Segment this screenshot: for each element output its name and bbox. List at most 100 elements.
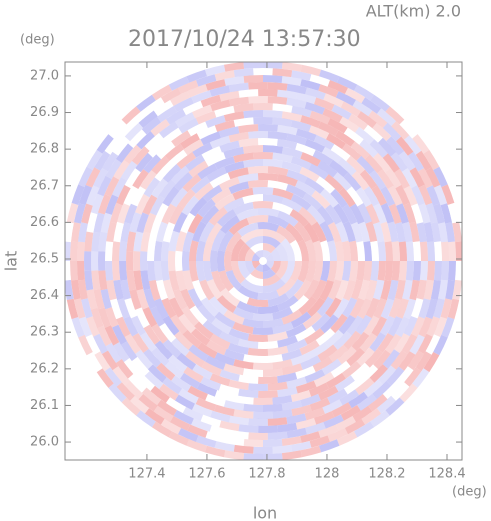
echo-cell (219, 140, 240, 153)
echo-cell (295, 142, 316, 157)
echo-cell (251, 253, 261, 261)
echo-cell (157, 399, 177, 416)
echo-cell (142, 194, 158, 215)
echo-cell (298, 206, 318, 226)
echo-cell (133, 231, 144, 252)
echo-cell (144, 97, 165, 114)
y-tick-label: 26.0 (30, 435, 59, 450)
echo-cell (382, 380, 402, 400)
y-tick-label: 27.0 (30, 68, 59, 83)
echo-cell (314, 97, 335, 111)
echo-cell (200, 94, 222, 108)
echo-cell (164, 143, 184, 161)
echo-cell (220, 288, 240, 307)
echo-cell (247, 333, 269, 342)
echo-cell (126, 231, 137, 252)
echo-cell (156, 141, 176, 160)
echo-cell (78, 316, 93, 338)
echo-cell (149, 195, 165, 216)
echo-cell (272, 68, 293, 78)
echo-cell (253, 411, 273, 420)
echo-cell (206, 166, 227, 182)
echo-cell (272, 444, 293, 454)
echo-cell (143, 288, 157, 310)
echo-cell (265, 253, 275, 261)
echo-cell (188, 344, 209, 362)
echo-cell (180, 372, 200, 389)
echo-cell (189, 305, 208, 325)
echo-cell (327, 428, 348, 442)
echo-cell (291, 70, 312, 81)
echo-cell (351, 170, 370, 191)
echo-cell (218, 230, 234, 252)
echo-cell (98, 270, 108, 291)
echo-cell (189, 261, 199, 282)
echo-cell (416, 222, 427, 243)
echo-cell (300, 79, 321, 91)
echo-cell (323, 93, 344, 108)
echo-cell (398, 241, 408, 261)
echo-cell (124, 380, 144, 400)
echo-cell (309, 435, 330, 448)
echo-cell (336, 431, 358, 446)
echo-cell (258, 425, 278, 433)
echo-cell (409, 334, 425, 355)
echo-cell (223, 146, 245, 159)
echo-cell (178, 428, 199, 442)
echo-cell (182, 406, 204, 422)
echo-cell (357, 393, 377, 411)
echo-cell (224, 161, 245, 174)
echo-cell (385, 333, 402, 354)
echo-cell (391, 121, 410, 140)
echo-cell (236, 300, 259, 314)
echo-cell (201, 361, 222, 376)
echo-cell (106, 279, 117, 301)
echo-cell (218, 270, 234, 292)
echo-cell (343, 377, 364, 395)
x-tick-label: 128 (315, 467, 340, 482)
echo-cell (143, 177, 161, 198)
echo-cell (304, 101, 325, 115)
echo-cell (355, 187, 372, 208)
echo-cell (331, 104, 352, 120)
echo-cell (263, 249, 271, 259)
echo-cell (252, 313, 274, 322)
echo-cell (291, 105, 312, 118)
echo-cell (377, 333, 394, 353)
echo-cell (350, 222, 363, 243)
echo-cell (341, 240, 351, 261)
echo-cell (217, 295, 237, 313)
echo-cell (253, 116, 273, 125)
echo-cell (369, 364, 388, 383)
echo-cell (297, 239, 309, 261)
echo-cell (173, 97, 194, 112)
echo-cell (405, 241, 414, 261)
y-tick-label: 26.4 (30, 288, 59, 303)
echo-cell (112, 177, 127, 198)
echo-cell (176, 151, 197, 170)
echo-cell (355, 126, 375, 145)
echo-cell (364, 154, 383, 174)
echo-cell (334, 261, 345, 282)
echo-cell (386, 366, 405, 386)
echo-cell (356, 261, 365, 281)
echo-cell (196, 125, 218, 140)
echo-cell (289, 261, 302, 283)
echo-cell (305, 239, 316, 261)
echo-cell (328, 159, 349, 178)
echo-cell (425, 334, 441, 355)
echo-cell (433, 298, 445, 319)
echo-cell (240, 229, 263, 244)
echo-cell (277, 386, 298, 398)
echo-cell (300, 431, 321, 443)
echo-cell (369, 332, 386, 352)
echo-cell (327, 118, 348, 134)
echo-cell (321, 146, 342, 164)
echo-cell (97, 325, 112, 347)
echo-cell (373, 222, 385, 243)
echo-cell (330, 313, 348, 334)
echo-cell (396, 136, 414, 156)
echo-cell (136, 372, 155, 391)
echo-cell (192, 104, 213, 119)
echo-cell (65, 279, 74, 300)
